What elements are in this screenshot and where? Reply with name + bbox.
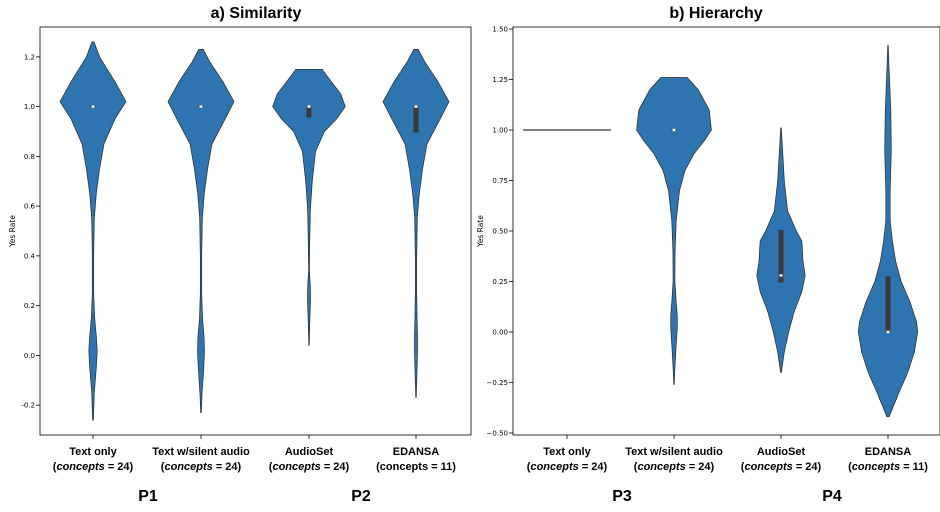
x-tick-label: Text only	[543, 446, 591, 458]
y-tick-label: 0.2	[24, 302, 35, 310]
y-tick-label: 0.6	[24, 203, 36, 211]
violin-median-marker	[672, 128, 676, 132]
group-label-p2: P2	[351, 488, 371, 505]
y-tick-label: 0.50	[492, 228, 508, 236]
x-tick-labels-hierarchy: Text only (concepts = 24) Text w/silent au…	[527, 446, 928, 473]
group-label-p3: P3	[612, 488, 632, 505]
x-tick-label: AudioSet	[285, 446, 334, 458]
group-label-p4: P4	[822, 488, 842, 505]
violin-body	[857, 44, 919, 418]
violin-iqr-box	[306, 105, 312, 118]
x-tick-sublabel: (concepts = 24)	[161, 461, 242, 473]
violin-median-marker	[91, 105, 95, 108]
y-tick-label: 1.2	[24, 53, 35, 61]
y-tick-label: 0.0	[24, 352, 35, 360]
y-ticks-similarity: -0.2 0.0 0.2 0.4 0.6 0.8 1.0 1.2	[21, 53, 40, 410]
x-tick-sublabel: (concepts = 11)	[848, 461, 928, 473]
violin-iqr-box	[885, 276, 891, 333]
y-tick-label: −0.25	[487, 379, 508, 387]
violin-median-marker	[199, 105, 203, 108]
violin-median-marker	[779, 274, 783, 277]
y-tick-label: 0.25	[492, 278, 508, 286]
violins-hierarchy	[523, 44, 919, 439]
panel-hierarchy: b) Hierarchy Yes Rate −0.50 −0.25 0.00 0.25…	[476, 5, 940, 473]
violins-similarity	[59, 41, 450, 439]
y-tick-label: −0.50	[487, 429, 508, 437]
violin-iqr-box	[778, 230, 784, 283]
y-tick-label: 1.00	[492, 127, 508, 135]
x-tick-sublabel: (concepts = 11)	[376, 461, 456, 473]
y-axis-label-similarity: Yes Rate	[8, 215, 17, 248]
y-tick-label: 1.25	[492, 76, 508, 84]
x-tick-label: Text w/silent audio	[625, 446, 723, 458]
violin-body	[272, 68, 346, 346]
group-label-p1: P1	[138, 488, 158, 505]
panel-similarity: a) Similarity Yes Rate -0.2 0.0 0.2 0.4 0.6 0…	[8, 5, 472, 473]
violin-median-marker	[414, 105, 418, 108]
y-tick-label: 0.75	[492, 177, 508, 185]
x-tick-sublabel: (concepts = 24)	[634, 461, 715, 473]
violin-median-marker	[886, 330, 890, 334]
y-axis-label-hierarchy: Yes Rate	[476, 215, 485, 248]
x-tick-sublabel: (concepts = 24)	[741, 461, 822, 473]
x-tick-sublabel: (concepts = 24)	[269, 461, 350, 473]
x-tick-label: Text only	[69, 446, 117, 458]
violin-body	[167, 49, 235, 413]
chart-title-similarity: a) Similarity	[211, 5, 302, 22]
y-tick-label: 0.00	[492, 328, 508, 336]
y-tick-label: 1.0	[24, 103, 35, 111]
y-ticks-hierarchy: −0.50 −0.25 0.00 0.25 0.50 0.75 1.00 1.25 1.50	[487, 26, 513, 437]
x-tick-label: AudioSet	[757, 446, 806, 458]
y-tick-label: 0.4	[24, 252, 36, 260]
chart-title-hierarchy: b) Hierarchy	[669, 5, 762, 22]
x-tick-sublabel: (concepts = 24)	[527, 461, 608, 473]
y-tick-label: -0.2	[21, 402, 35, 410]
x-tick-labels-similarity: Text only (concepts = 24) Text w/silent au…	[53, 446, 456, 473]
x-tick-label: EDANSA	[393, 446, 440, 458]
violin-body	[382, 49, 450, 399]
violin-median-marker	[307, 105, 311, 108]
y-tick-label: 0.8	[24, 153, 35, 161]
violin-iqr-box	[413, 105, 419, 133]
x-tick-sublabel: (concepts = 24)	[53, 461, 134, 473]
y-tick-label: 1.50	[492, 26, 508, 34]
plot-frame-similarity	[39, 26, 472, 436]
x-tick-label: Text w/silent audio	[152, 446, 250, 458]
violin-body	[636, 77, 712, 385]
x-tick-label: EDANSA	[865, 446, 912, 458]
violin-body	[59, 41, 127, 421]
